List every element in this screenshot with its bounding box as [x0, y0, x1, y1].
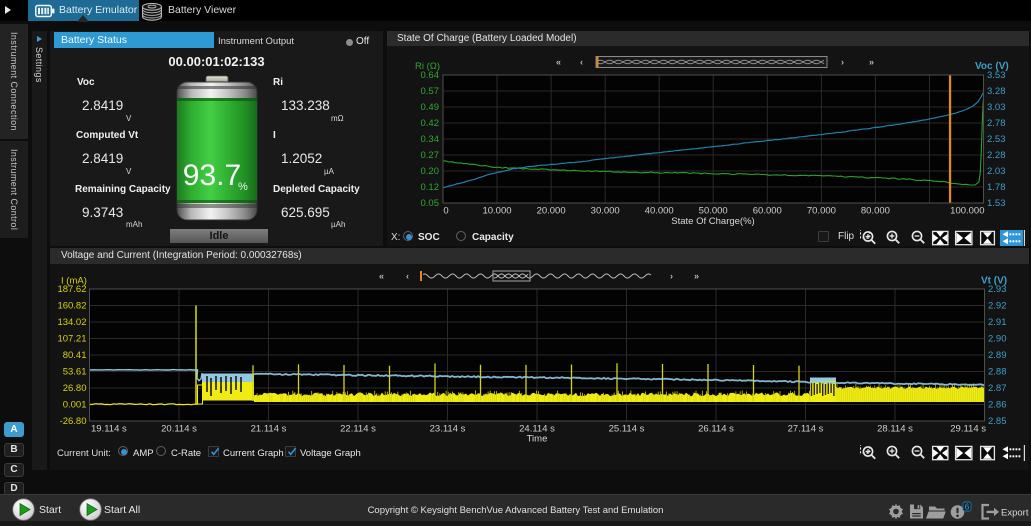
svg-text:0.34: 0.34 — [421, 134, 440, 145]
svg-text:187.62: 187.62 — [57, 284, 86, 295]
svg-text:100.000: 100.000 — [950, 206, 984, 217]
svg-text:Export: Export — [1001, 507, 1029, 518]
svg-text:28.114 s: 28.114 s — [877, 424, 913, 435]
svg-text:80.000: 80.000 — [861, 206, 890, 217]
svg-text:3.53: 3.53 — [987, 70, 1006, 81]
svg-text:26.114 s: 26.114 s — [698, 424, 734, 435]
svg-text:2.93: 2.93 — [988, 284, 1007, 295]
svg-text:0.20: 0.20 — [421, 166, 440, 177]
svg-text:»: » — [694, 271, 699, 281]
svg-text:Vt (V): Vt (V) — [981, 276, 1007, 287]
svg-text:3.03: 3.03 — [987, 102, 1006, 113]
svg-text:2.92: 2.92 — [988, 301, 1007, 312]
svg-text:0.57: 0.57 — [421, 86, 440, 97]
svg-text:3.28: 3.28 — [987, 86, 1006, 97]
svg-text:40.000: 40.000 — [645, 206, 674, 217]
svg-text:2.89: 2.89 — [988, 350, 1007, 361]
svg-text:20.114 s: 20.114 s — [161, 424, 197, 435]
svg-text:2.91: 2.91 — [988, 317, 1007, 328]
svg-text:«: « — [556, 57, 561, 67]
svg-text:19.114 s: 19.114 s — [91, 424, 127, 435]
svg-text:«: « — [379, 271, 384, 281]
svg-text:0.12: 0.12 — [421, 182, 440, 193]
svg-text:»: » — [869, 57, 874, 67]
svg-text:2.90: 2.90 — [988, 334, 1007, 345]
svg-text:Time: Time — [527, 434, 548, 445]
svg-text:10.000: 10.000 — [482, 206, 511, 217]
svg-text:29.114 s: 29.114 s — [950, 424, 986, 435]
svg-text:‹: ‹ — [580, 57, 583, 67]
svg-text:25.114 s: 25.114 s — [609, 424, 645, 435]
svg-text:1.53: 1.53 — [987, 198, 1006, 209]
svg-text:21.114 s: 21.114 s — [251, 424, 287, 435]
svg-text:50.000: 50.000 — [699, 206, 728, 217]
svg-text:53.61: 53.61 — [63, 367, 87, 378]
svg-text:2.53: 2.53 — [987, 134, 1006, 145]
svg-text:23.114 s: 23.114 s — [430, 424, 466, 435]
svg-text:0.001: 0.001 — [63, 400, 87, 411]
svg-text:0.64: 0.64 — [421, 70, 440, 81]
svg-text:2.78: 2.78 — [987, 118, 1006, 129]
svg-text:0: 0 — [443, 206, 448, 217]
svg-text:6: 6 — [965, 502, 970, 511]
svg-text:93.7: 93.7 — [183, 159, 241, 192]
svg-text:24.114 s: 24.114 s — [519, 424, 555, 435]
svg-text:I (mA): I (mA) — [61, 276, 87, 287]
svg-text:2.85: 2.85 — [988, 416, 1007, 427]
svg-text:80.41: 80.41 — [63, 350, 87, 361]
svg-text:26.80: 26.80 — [63, 383, 87, 394]
svg-text:0.49: 0.49 — [421, 102, 440, 113]
svg-text:2.86: 2.86 — [988, 400, 1007, 411]
svg-text:›: › — [670, 271, 673, 281]
svg-text:60.000: 60.000 — [753, 206, 782, 217]
svg-text:‹: ‹ — [406, 271, 409, 281]
svg-text:134.02: 134.02 — [57, 317, 86, 328]
svg-text:Ri (Ω): Ri (Ω) — [415, 61, 440, 72]
svg-text:0.27: 0.27 — [421, 150, 440, 161]
svg-text:20.000: 20.000 — [537, 206, 566, 217]
svg-text:22.114 s: 22.114 s — [340, 424, 376, 435]
svg-text:-26.80: -26.80 — [60, 416, 87, 427]
svg-text:2.28: 2.28 — [987, 150, 1006, 161]
svg-text:2.03: 2.03 — [987, 166, 1006, 177]
svg-text:107.21: 107.21 — [57, 334, 86, 345]
svg-text:160.82: 160.82 — [57, 301, 86, 312]
svg-text:1.78: 1.78 — [987, 182, 1006, 193]
svg-text:Voc (V): Voc (V) — [975, 61, 1009, 72]
svg-text:›: › — [841, 57, 844, 67]
svg-text:30.000: 30.000 — [591, 206, 620, 217]
svg-text:2.87: 2.87 — [988, 383, 1007, 394]
svg-text:27.114 s: 27.114 s — [788, 424, 824, 435]
svg-text:%: % — [238, 181, 248, 193]
svg-text:2.88: 2.88 — [988, 367, 1007, 378]
svg-text:State Of Charge(%): State Of Charge(%) — [671, 216, 754, 227]
svg-text:70.000: 70.000 — [807, 206, 836, 217]
svg-text:0.42: 0.42 — [421, 118, 440, 129]
svg-text:0.05: 0.05 — [421, 198, 440, 209]
